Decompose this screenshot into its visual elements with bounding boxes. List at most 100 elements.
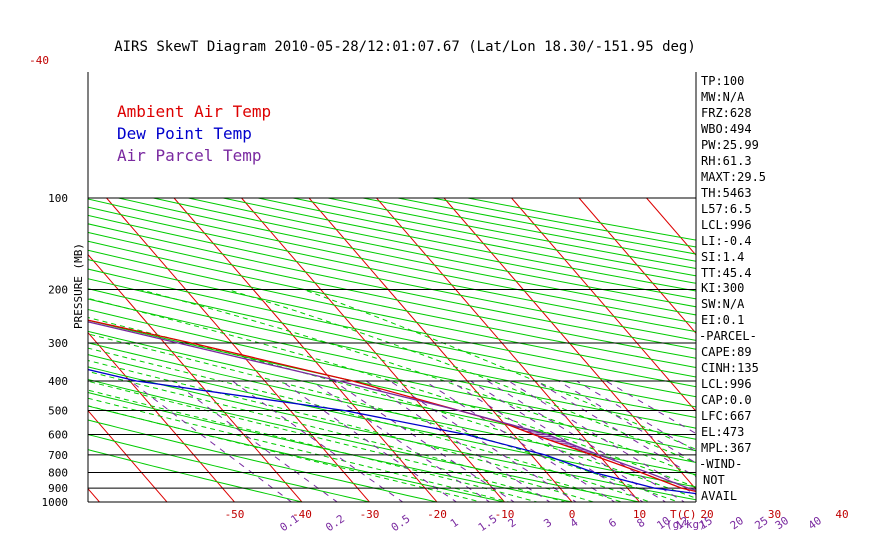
moist-adiabat — [88, 359, 624, 502]
dry-adiabat — [88, 268, 696, 398]
ambient-air-temp-line — [88, 319, 696, 493]
pressure-tick-label: 500 — [48, 404, 68, 417]
mixing-ratio-tick-label: 10 — [654, 514, 672, 532]
section-parcel: -PARCEL- — [699, 329, 757, 343]
bottom-temp-tick-label: -40 — [292, 508, 312, 521]
index-tt: TT:45.4 — [701, 266, 752, 280]
pressure-tick-label: 800 — [48, 467, 68, 480]
mixing-ratio-line — [232, 380, 404, 502]
section-wind: -WIND- — [699, 457, 742, 471]
top-temp-tick-label: -40 — [29, 54, 49, 67]
index-th: TH:5463 — [701, 186, 752, 200]
isotherm — [578, 197, 696, 334]
mixing-ratio-tick-label: 20 — [728, 514, 746, 532]
index-wbo: WBO:494 — [701, 122, 752, 136]
mixing-ratio-tick-label: 3 — [541, 516, 554, 530]
dry-adiabat — [88, 308, 696, 440]
index-lfc: LFC:667 — [701, 409, 752, 423]
mixing-ratio-tick-label: 4 — [568, 516, 581, 531]
mixing-ratio-tick-label: 1 — [448, 516, 461, 530]
mixing-ratio-line — [576, 380, 696, 453]
pressure-tick-label: 600 — [48, 429, 68, 442]
mixing-ratio-unit-label: (g/kg) — [666, 518, 706, 531]
stability-indices: TP:100 MW:N/A FRZ:628 WBO:494 PW:25.99 R… — [699, 74, 766, 503]
dry-adiabat — [88, 240, 696, 369]
moist-adiabat — [88, 389, 539, 502]
mixing-ratio-line — [333, 380, 516, 502]
index-cinh: CINH:135 — [701, 361, 759, 375]
mixing-ratio-tick-label: 15 — [697, 514, 715, 532]
index-el: EL:473 — [701, 425, 744, 439]
isotherm — [173, 197, 438, 502]
bottom-temp-tick-label: -30 — [360, 508, 380, 521]
profile-lines — [88, 319, 696, 495]
dew-point-temp-line — [88, 368, 696, 495]
index-cap: CAP:0.0 — [701, 393, 752, 407]
moist-adiabat — [88, 370, 596, 502]
index-tp: TP:100 — [701, 74, 744, 88]
isotherm — [88, 409, 168, 502]
isotherm — [0, 198, 39, 510]
mixing-ratio-line — [172, 380, 339, 502]
dry-adiabat — [88, 449, 305, 502]
mixing-ratio-line — [605, 380, 696, 435]
dry-adiabat — [432, 197, 696, 248]
isotherm — [646, 197, 696, 256]
dry-adiabat — [88, 392, 575, 502]
bottom-temp-tick-label: 0 — [569, 508, 576, 521]
index-lcl: LCL:996 — [701, 218, 752, 232]
temperature-unit-label: T(C) — [670, 508, 697, 521]
y-axis-label: PRESSURE (MB) — [72, 243, 85, 329]
bottom-temperature-tick-labels: -50 -40 -30 -20 -10 0 10 20 30 40 — [225, 508, 849, 521]
mixing-ratio-tick-label: 40 — [806, 514, 824, 532]
moist-adiabat — [88, 405, 483, 502]
dry-adiabat — [327, 197, 696, 269]
index-ki: KI:300 — [701, 281, 744, 295]
dry-adiabat — [88, 298, 696, 429]
dry-adiabat — [88, 434, 372, 502]
index-sw: SW:N/A — [701, 297, 745, 311]
pressure-tick-label: 1000 — [42, 496, 69, 509]
dry-adiabat — [88, 223, 696, 350]
dry-adiabat — [88, 288, 696, 418]
moist-adiabat — [88, 333, 680, 502]
index-li: LI:-0.4 — [701, 234, 752, 248]
dry-adiabat — [88, 206, 696, 333]
bottom-temp-tick-label: 10 — [633, 508, 646, 521]
index-parcel-lcl: LCL:996 — [701, 377, 752, 391]
pressure-tick-label: 700 — [48, 449, 68, 462]
mixing-ratio-lines — [130, 380, 696, 502]
bottom-temp-tick-label: 20 — [700, 508, 713, 521]
mixing-ratio-line — [424, 380, 616, 502]
wind-avail: AVAIL — [701, 489, 737, 503]
dry-adiabat — [88, 259, 696, 388]
moist-adiabat — [139, 289, 696, 477]
bottom-temp-tick-label: -10 — [495, 508, 515, 521]
mixing-ratio-line — [487, 380, 686, 502]
mixing-ratio-tick-label: 0.5 — [389, 512, 413, 534]
isotherm — [88, 487, 101, 502]
index-maxt: MAXT:29.5 — [701, 170, 766, 184]
index-mpl: MPL:367 — [701, 441, 752, 455]
bottom-temp-tick-label: 30 — [768, 508, 781, 521]
dry-adiabat — [223, 197, 696, 292]
pressure-tick-label: 900 — [48, 482, 68, 495]
bottom-temp-tick-label: -50 — [225, 508, 245, 521]
mixing-ratio-line — [366, 380, 551, 502]
moist-adiabat — [303, 289, 696, 450]
wind-not: NOT — [703, 473, 725, 487]
mixing-ratio-line — [558, 380, 696, 464]
mixing-ratio-tick-label: 2 — [506, 516, 519, 530]
index-rh: RH:61.3 — [701, 154, 752, 168]
dry-adiabat — [88, 231, 696, 359]
mixing-ratio-tick-label: 30 — [773, 514, 791, 532]
mixing-ratio-line — [470, 380, 667, 502]
pressure-tick-label: 200 — [48, 284, 68, 297]
mixing-ratio-line — [450, 380, 644, 502]
isotherm — [308, 197, 573, 502]
index-mw: MW:N/A — [701, 90, 745, 104]
mixing-ratio-tick-label: 25 — [752, 514, 770, 532]
moist-adiabat — [88, 297, 696, 488]
